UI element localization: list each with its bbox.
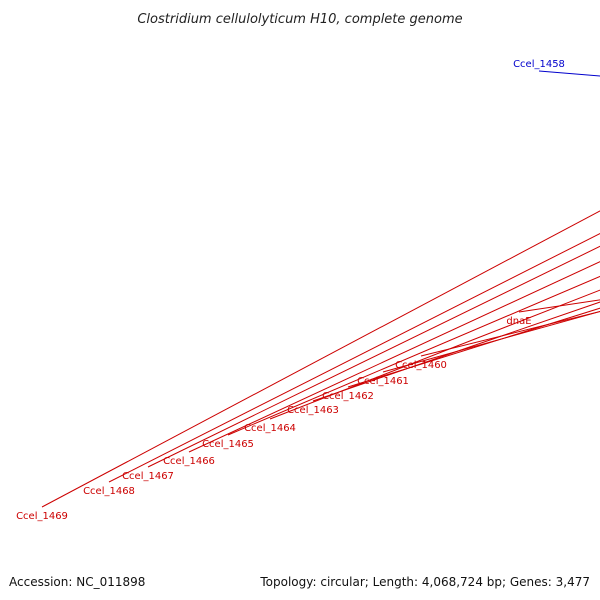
gene-label: Ccel_1464 <box>244 423 296 434</box>
gene-label-leader <box>147 245 600 468</box>
gene-labels: Ccel_1458dnaECcel_1460Ccel_1461Ccel_1462… <box>16 59 600 522</box>
gene-label: Ccel_1462 <box>322 391 374 402</box>
gene-label: Ccel_1466 <box>163 456 215 467</box>
gene-label-leader <box>518 299 600 313</box>
gene-label: Ccel_1467 <box>122 471 174 482</box>
gene-label: Ccel_1468 <box>83 486 135 497</box>
gene-label: Ccel_1469 <box>16 511 68 522</box>
gene-label-leader <box>269 289 600 420</box>
gene-label-leader <box>382 310 600 373</box>
gene-label: Ccel_1458 <box>513 59 565 70</box>
gene-label: Ccel_1461 <box>357 376 409 387</box>
gene-label-leader <box>312 301 600 402</box>
gene-label-leader <box>347 307 600 388</box>
gene-label-leader <box>227 275 600 436</box>
gene-label: Ccel_1465 <box>202 439 254 450</box>
accession-text: Accession: NC_011898 <box>9 575 145 589</box>
gene-label-leader <box>188 261 600 453</box>
gene-label: Ccel_1463 <box>287 405 339 416</box>
map-title: Clostridium cellulolyticum H10, complete… <box>137 12 462 27</box>
genome-summary-text: Topology: circular; Length: 4,068,724 bp… <box>259 575 590 589</box>
gene-label-leader <box>538 70 600 77</box>
gene-label-leader <box>41 210 600 508</box>
gene-label: Ccel_1460 <box>395 360 447 371</box>
gene-label-leader <box>108 232 600 483</box>
